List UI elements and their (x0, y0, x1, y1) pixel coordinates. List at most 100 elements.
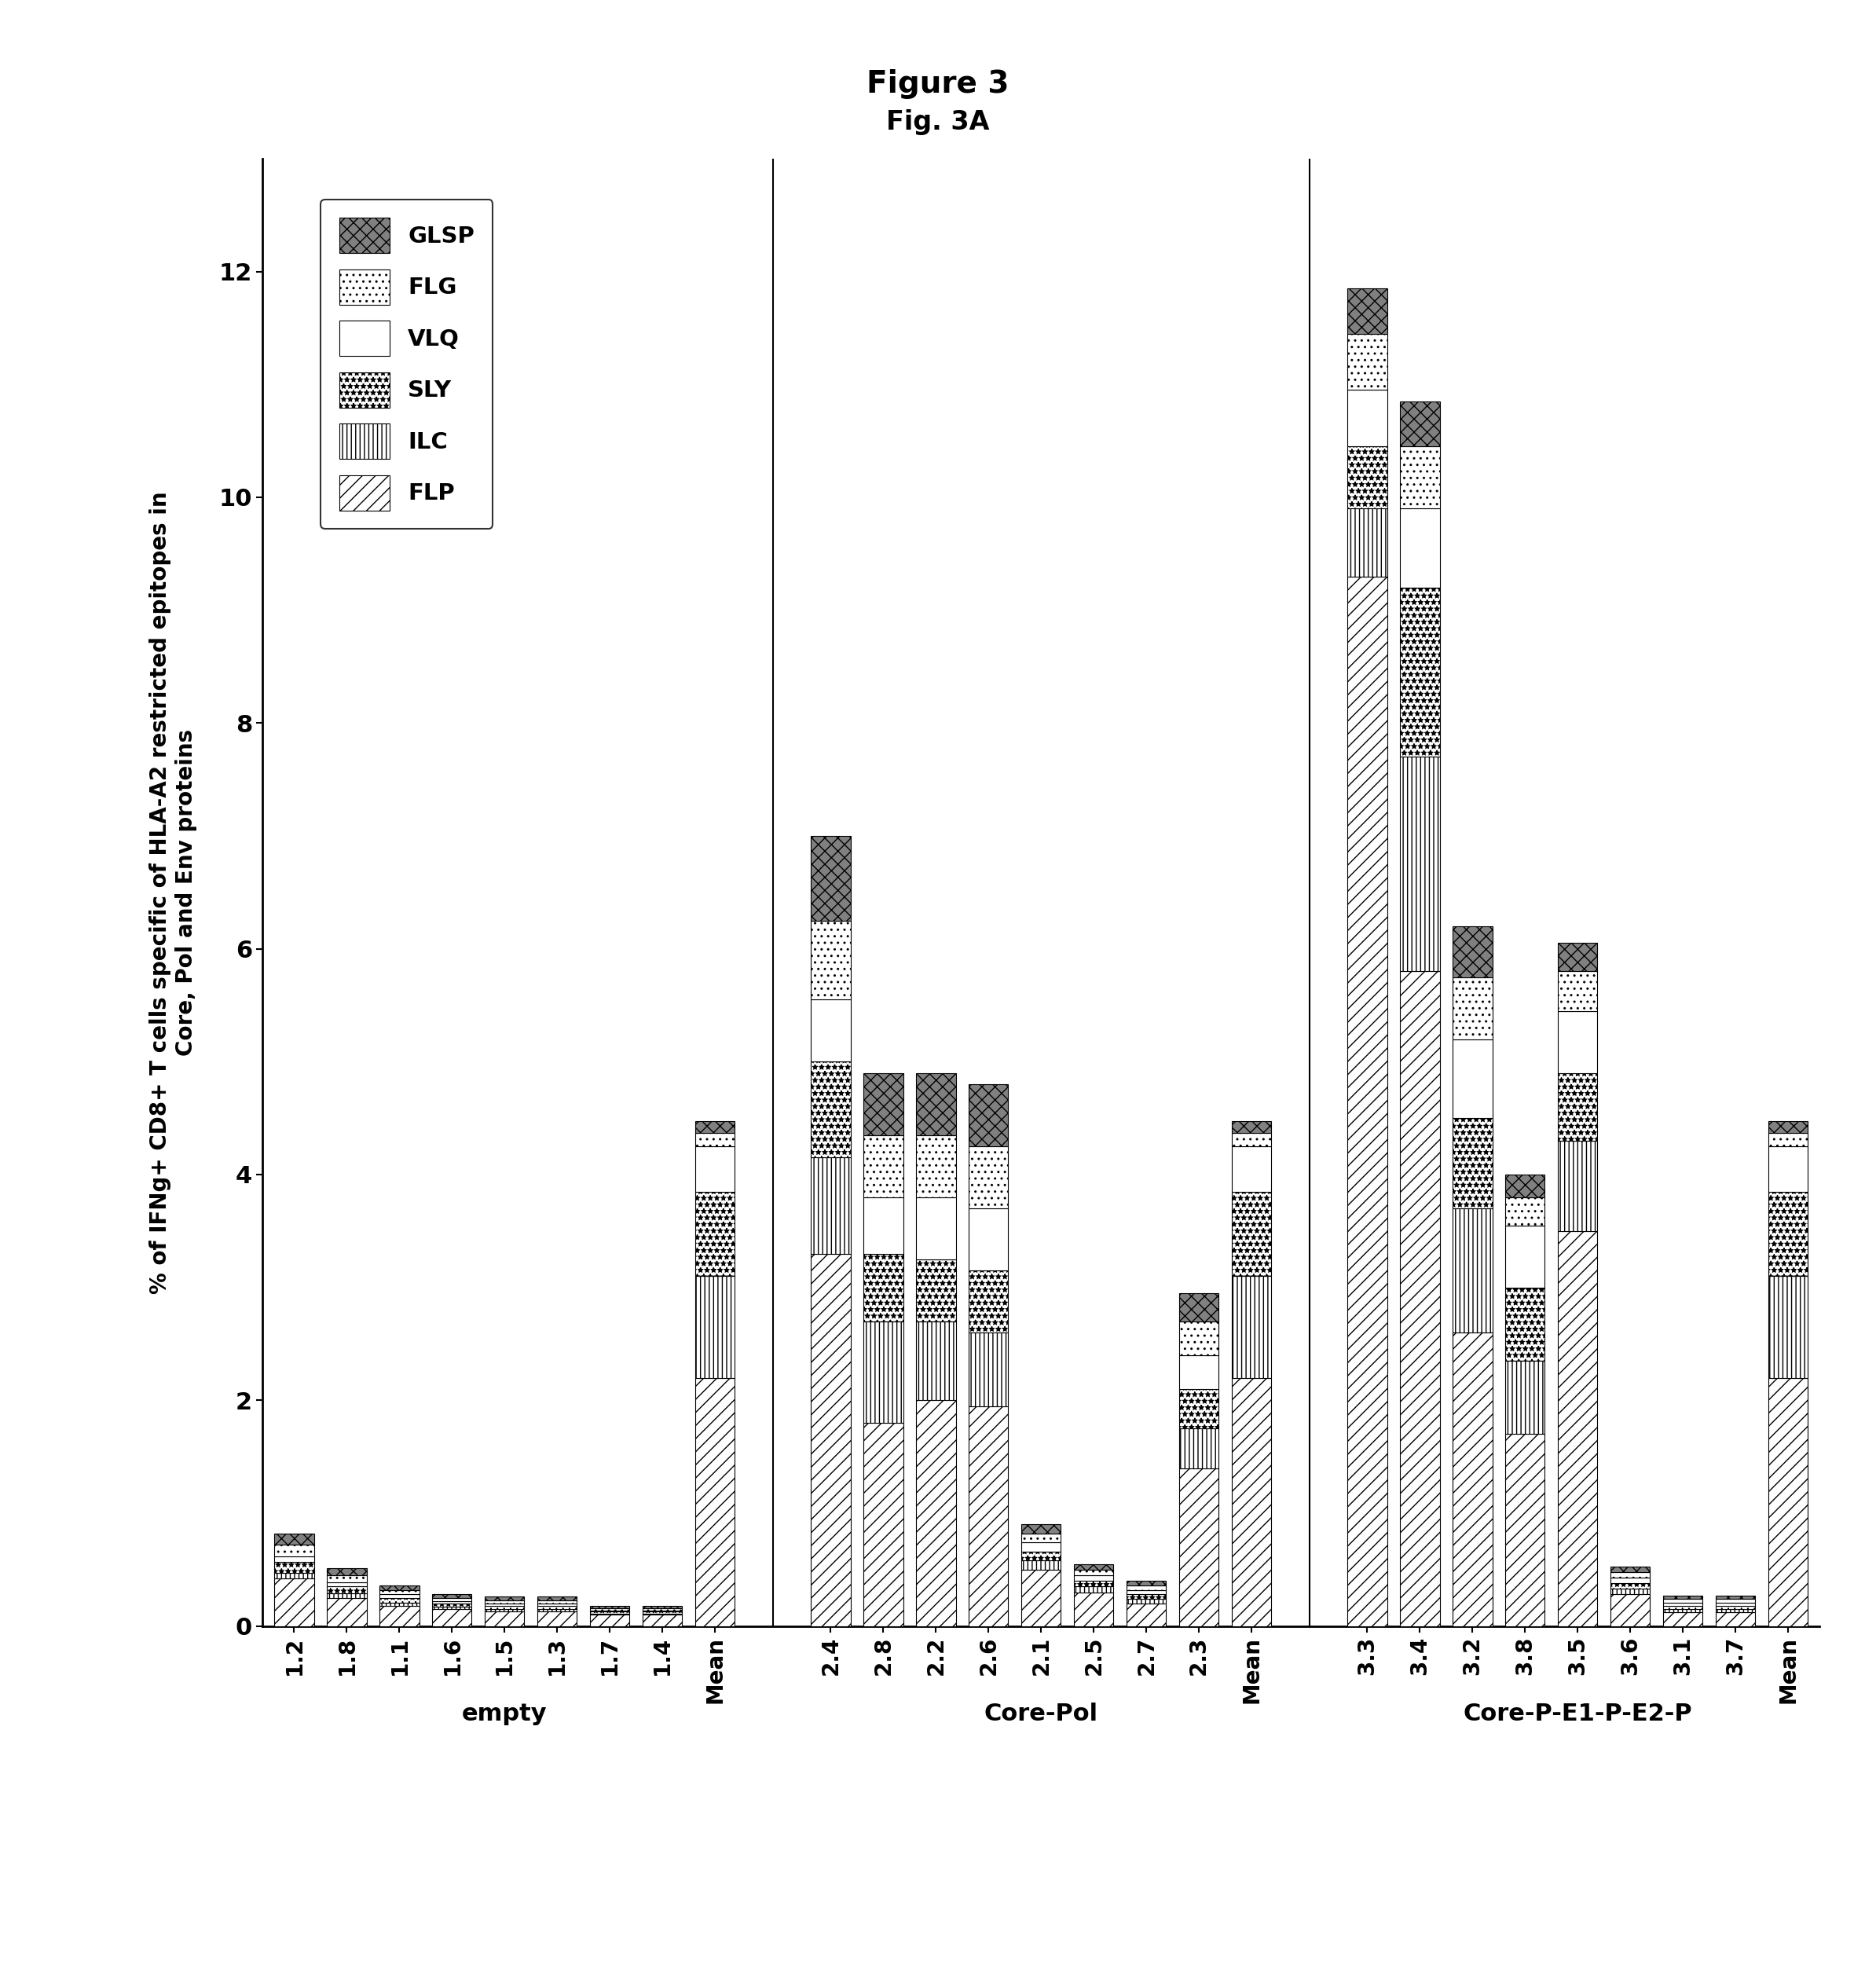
Bar (1611, 1573, 1651, 1578)
Bar (1717, 1602, 1756, 1606)
Bar (1557, 972, 1598, 1011)
Bar (696, 1146, 735, 1192)
Bar (1557, 1140, 1598, 1231)
Bar (1611, 1578, 1651, 1582)
Bar (431, 1594, 471, 1598)
Bar (484, 1612, 525, 1626)
Bar (915, 1400, 955, 1626)
Bar (1347, 333, 1386, 391)
Bar (1452, 1333, 1491, 1626)
Bar (1180, 1428, 1219, 1467)
Bar (484, 1596, 525, 1600)
Bar (968, 1085, 1007, 1146)
Y-axis label: % of IFNg+ CD8+ T cells specific of HLA-A2 restricted epitopes in
Core, Pol and : % of IFNg+ CD8+ T cells specific of HLA-… (150, 492, 197, 1293)
Bar (1399, 758, 1439, 972)
Bar (591, 1608, 630, 1610)
Text: Figure 3: Figure 3 (867, 69, 1009, 99)
Bar (431, 1598, 471, 1600)
Bar (1769, 1132, 1808, 1146)
Bar (431, 1606, 471, 1608)
Bar (538, 1608, 578, 1612)
Bar (1233, 1277, 1272, 1378)
Bar (1505, 1360, 1544, 1434)
Bar (1233, 1122, 1272, 1132)
Bar (810, 1158, 850, 1253)
Bar (1399, 446, 1439, 508)
Bar (431, 1600, 471, 1604)
Bar (379, 1606, 418, 1626)
Bar (915, 1134, 955, 1198)
Bar (1557, 1231, 1598, 1626)
Bar (379, 1590, 418, 1594)
Bar (810, 837, 850, 920)
Bar (379, 1594, 418, 1598)
Bar (1611, 1588, 1651, 1594)
Bar (1233, 1192, 1272, 1277)
Bar (379, 1602, 418, 1606)
Bar (1127, 1598, 1167, 1604)
Bar (1505, 1434, 1544, 1626)
Bar (1347, 577, 1386, 1626)
Bar (696, 1277, 735, 1378)
Bar (810, 920, 850, 999)
Bar (1664, 1602, 1703, 1606)
Bar (1611, 1582, 1651, 1588)
Bar (1180, 1293, 1219, 1321)
Bar (326, 1592, 366, 1598)
Bar (1021, 1525, 1062, 1533)
Text: Fig. 3A: Fig. 3A (885, 109, 991, 135)
Bar (1127, 1580, 1167, 1586)
Bar (1557, 944, 1598, 972)
Bar (863, 1253, 902, 1321)
Bar (968, 1208, 1007, 1271)
Bar (1717, 1598, 1756, 1602)
Bar (274, 1533, 313, 1545)
Bar (1075, 1571, 1114, 1575)
Bar (1021, 1533, 1062, 1543)
Bar (538, 1612, 578, 1626)
Bar (274, 1563, 313, 1573)
Bar (379, 1586, 418, 1590)
Bar (1717, 1606, 1756, 1608)
Bar (810, 999, 850, 1061)
Bar (484, 1608, 525, 1612)
Bar (538, 1606, 578, 1608)
Bar (1347, 446, 1386, 508)
Bar (810, 1061, 850, 1158)
Bar (643, 1606, 683, 1608)
Bar (1664, 1606, 1703, 1608)
Bar (863, 1073, 902, 1134)
Bar (1075, 1580, 1114, 1586)
Bar (274, 1557, 313, 1563)
Bar (1180, 1467, 1219, 1626)
Bar (274, 1545, 313, 1557)
Bar (1769, 1146, 1808, 1192)
Bar (643, 1608, 683, 1610)
Bar (1717, 1596, 1756, 1598)
Bar (696, 1378, 735, 1626)
Bar (1021, 1551, 1062, 1561)
Bar (1127, 1586, 1167, 1590)
Bar (1557, 1011, 1598, 1073)
Bar (968, 1333, 1007, 1406)
Bar (431, 1608, 471, 1626)
Bar (1075, 1565, 1114, 1571)
Bar (1127, 1590, 1167, 1594)
Bar (1347, 391, 1386, 446)
Bar (591, 1606, 630, 1608)
Bar (326, 1586, 366, 1592)
Bar (1505, 1287, 1544, 1360)
Bar (538, 1604, 578, 1606)
Bar (915, 1259, 955, 1321)
Bar (696, 1122, 735, 1132)
Bar (379, 1598, 418, 1602)
Text: empty: empty (461, 1703, 548, 1725)
Bar (1127, 1604, 1167, 1626)
Bar (643, 1612, 683, 1614)
Bar (968, 1406, 1007, 1626)
Bar (1505, 1198, 1544, 1225)
Bar (863, 1198, 902, 1253)
Bar (1347, 288, 1386, 333)
Bar (863, 1321, 902, 1424)
Bar (1452, 978, 1491, 1039)
